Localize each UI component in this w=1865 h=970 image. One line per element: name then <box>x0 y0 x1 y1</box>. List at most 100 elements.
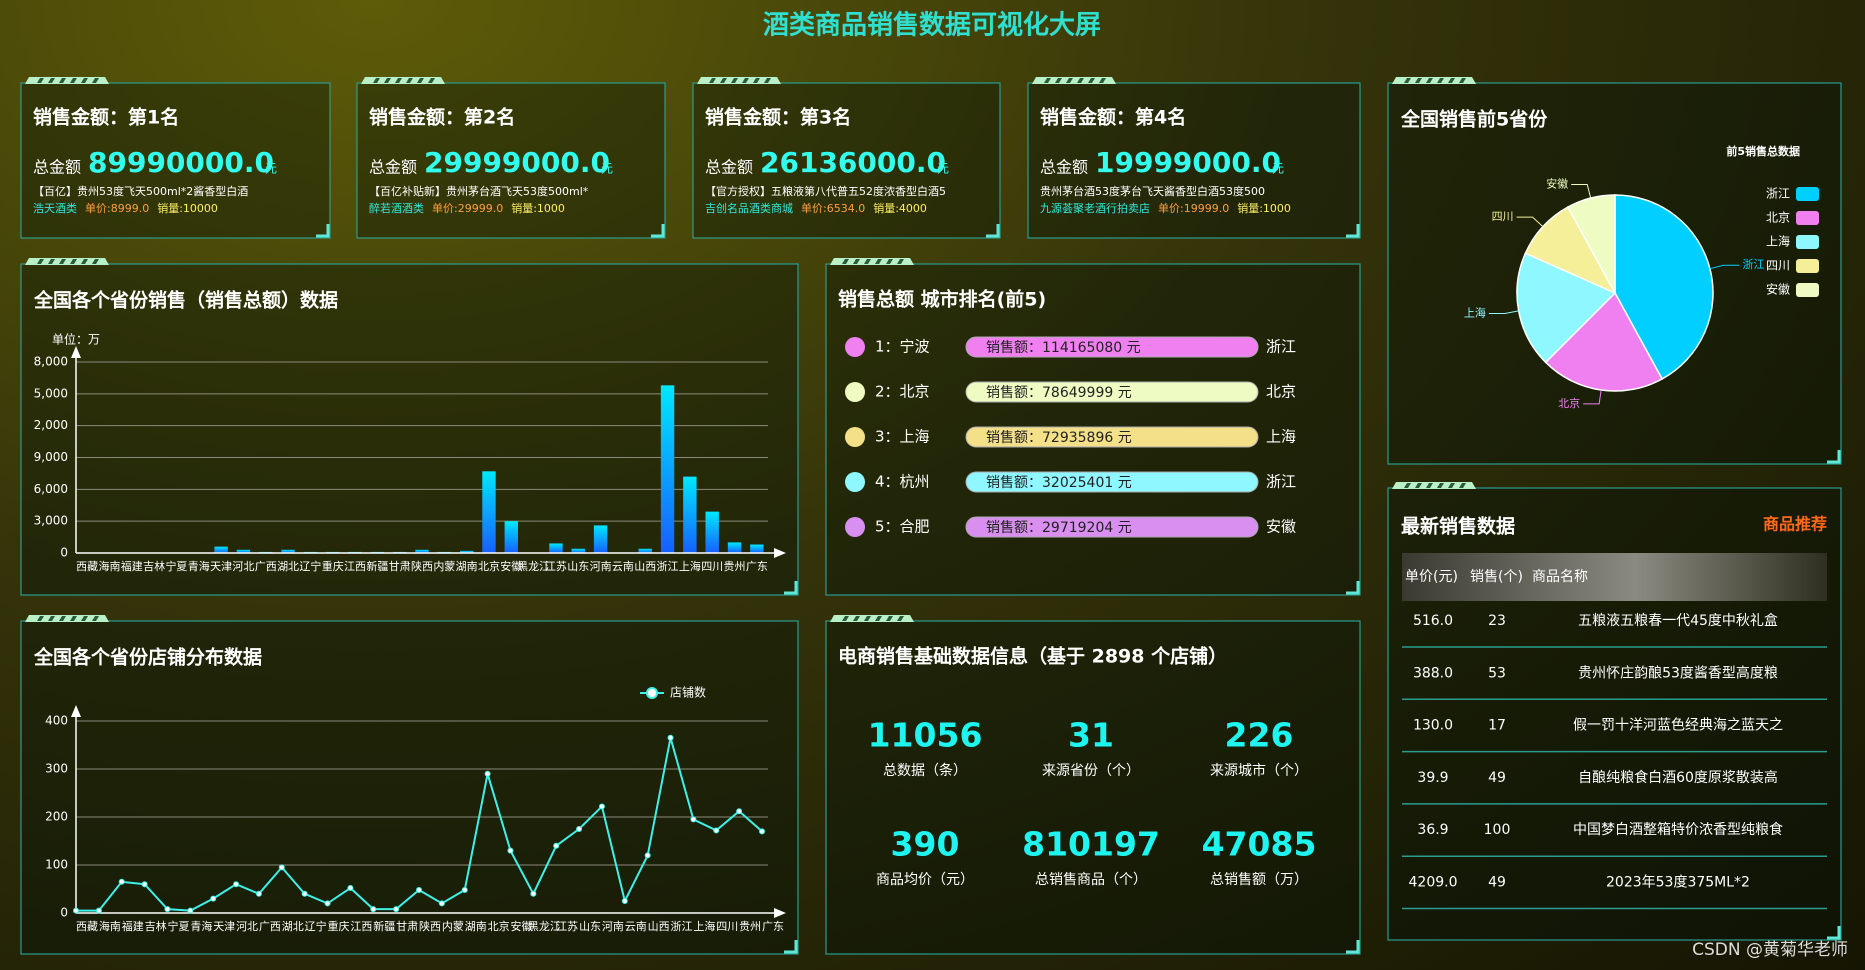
panel-tab-stripe <box>70 78 77 83</box>
x-tick-label: 湖北 <box>282 920 304 933</box>
panel <box>692 82 1001 239</box>
panel-tab-stripe <box>48 78 55 83</box>
line-point <box>530 890 537 897</box>
line-point <box>73 907 79 914</box>
x-tick-label: 辽宁 <box>299 559 321 573</box>
line-point <box>324 900 331 907</box>
stat-value: 31 <box>1068 716 1114 755</box>
panel-tab <box>1392 482 1476 489</box>
legend-label: 安徽 <box>1766 282 1790 297</box>
panel <box>1027 82 1361 239</box>
panel-tab-stripe <box>48 259 55 264</box>
bar <box>415 549 429 553</box>
rank-city: 3：上海 <box>875 428 930 446</box>
panel-tab-stripe <box>406 78 413 83</box>
x-tick-label: 北京 <box>478 559 500 573</box>
rank-dot <box>845 382 865 402</box>
card-amount: 26136000.0 <box>760 146 946 179</box>
card-shop: 浩天酒类 <box>33 201 77 215</box>
x-tick-label: 辽宁 <box>305 919 327 933</box>
axis-unit: 单位：万 <box>52 332 100 347</box>
line-point <box>484 770 491 777</box>
x-tick-label: 陕西 <box>411 559 433 573</box>
x-axis-arrow <box>774 548 786 558</box>
panel-tab-stripe <box>70 616 77 621</box>
panel-tab <box>361 77 445 84</box>
y-tick-label: 2,000 <box>34 418 68 432</box>
x-tick-label: 甘肃 <box>389 560 411 573</box>
x-tick-label: 山西 <box>648 920 670 933</box>
panel <box>20 620 799 955</box>
panel <box>20 82 331 239</box>
panel-tab-stripe <box>853 259 860 264</box>
card-price: 单价:29999.0 <box>432 202 503 215</box>
x-tick-label: 甘肃 <box>396 920 418 933</box>
line-point <box>210 895 217 902</box>
panel-tab-stripe <box>1088 78 1095 83</box>
stat-value: 226 <box>1225 716 1294 755</box>
panel-tab-stripe <box>37 259 44 264</box>
panel-tab-stripe <box>720 78 727 83</box>
y-tick-label: 8,000 <box>34 355 68 369</box>
line-point <box>461 886 468 893</box>
x-tick-label: 广西 <box>259 920 281 933</box>
table-cell: 假一罚十洋河蓝色经典海之蓝天之 <box>1573 717 1783 734</box>
panel-tab-stripe <box>92 78 99 83</box>
table-link: 商品推荐 <box>1763 515 1827 534</box>
rank-province: 浙江 <box>1266 473 1296 491</box>
panel-tab-stripe <box>709 78 716 83</box>
card-amount: 19999000.0 <box>1095 146 1281 179</box>
x-tick-label: 内蒙 <box>442 919 464 933</box>
x-tick-label: 湖南 <box>465 920 487 933</box>
card-title: 销售金额：第1名 <box>33 106 179 129</box>
panel-tab-stripe <box>1404 78 1411 83</box>
legend-swatch <box>1796 235 1819 249</box>
y-tick-label: 5,000 <box>34 386 68 400</box>
bar <box>638 548 652 553</box>
line-point <box>95 907 102 914</box>
panel-corner <box>1346 224 1360 238</box>
x-tick-label: 海南 <box>99 919 121 933</box>
line-point <box>347 885 354 892</box>
table-cell: 五粮液五粮春一代45度中秋礼盒 <box>1578 612 1778 629</box>
y-axis-arrow <box>71 346 81 358</box>
table-header-bg <box>1402 553 1827 601</box>
panel-corner <box>784 581 798 595</box>
card-label: 总金额 <box>1040 158 1088 177</box>
panel-tab-stripe <box>1066 78 1073 83</box>
panel-tab-stripe <box>81 259 88 264</box>
panel-tab-stripe <box>37 616 44 621</box>
pie-label: 上海 <box>1464 305 1486 319</box>
legend-marker <box>646 687 658 699</box>
rank-dot <box>845 337 865 357</box>
rank-bar <box>965 516 1259 538</box>
pie-leader <box>1516 216 1544 228</box>
x-tick-label: 江苏 <box>556 920 578 933</box>
rank-city: 1：宁波 <box>875 338 930 356</box>
table-cell: 17 <box>1488 718 1506 734</box>
line-point <box>233 881 240 888</box>
panel-tab-stripe <box>1437 483 1444 488</box>
panel-tab-stripe <box>81 78 88 83</box>
panel-title: 全国各个省份店铺分布数据 <box>33 646 262 669</box>
line-point <box>278 864 285 871</box>
x-tick-label: 内蒙 <box>433 559 455 573</box>
table-cell: 自酿纯粮食白酒60度原浆散装高 <box>1578 769 1778 786</box>
rank-bar <box>965 381 1259 403</box>
rank-province: 浙江 <box>1266 338 1296 356</box>
pie-slice <box>1516 252 1617 364</box>
y-axis-arrow <box>71 705 81 717</box>
x-tick-label: 江西 <box>344 560 366 573</box>
line-point <box>576 826 583 832</box>
bar <box>214 546 228 553</box>
line-point <box>553 842 560 849</box>
panel-tab-stripe <box>1448 78 1455 83</box>
rank-amount: 销售额：78649999 元 <box>986 385 1132 401</box>
pie-leader <box>1571 184 1592 199</box>
table-cell: 贵州怀庄韵酿53度酱香型高度粮 <box>1578 664 1778 681</box>
table-header: 商品名称 <box>1532 569 1588 585</box>
panel-tab-stripe <box>897 616 904 621</box>
panel-title: 电商销售基础数据信息（基于 2898 个店铺） <box>838 645 1227 668</box>
panel-tab-stripe <box>742 78 749 83</box>
